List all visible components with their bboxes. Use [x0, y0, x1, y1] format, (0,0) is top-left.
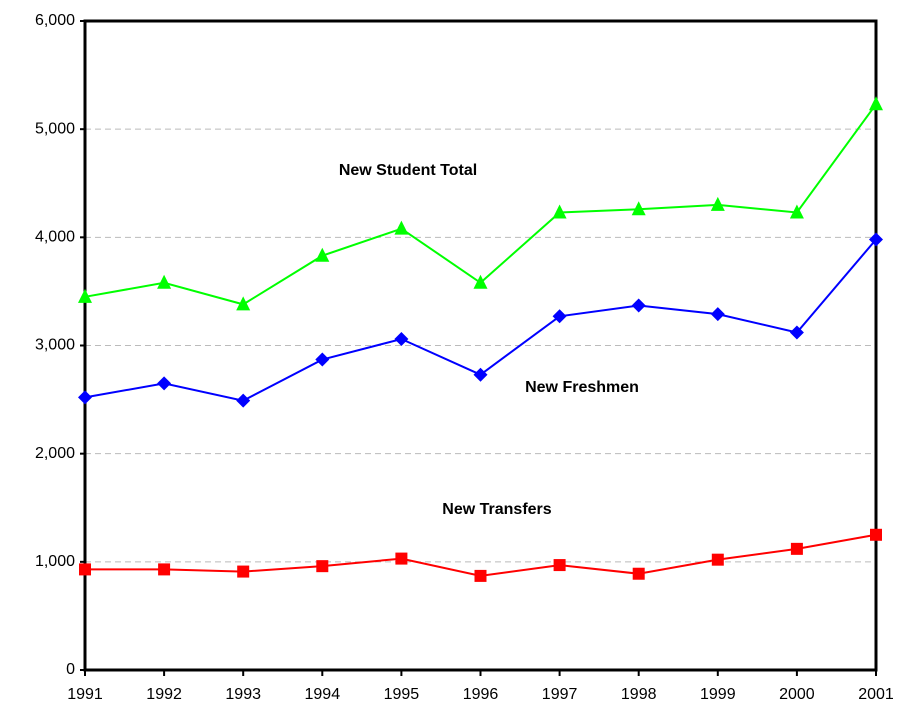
x-tick-label: 2001	[858, 686, 894, 703]
marker	[553, 559, 566, 572]
marker	[631, 201, 646, 216]
marker	[394, 332, 409, 347]
y-tick-label: 3,000	[35, 337, 75, 354]
marker	[869, 96, 883, 111]
marker	[710, 307, 725, 322]
marker	[869, 232, 883, 247]
series-label: New Transfers	[442, 501, 551, 518]
marker	[316, 560, 329, 573]
series-label: New Student Total	[339, 162, 477, 179]
x-tick-label: 1999	[700, 686, 736, 703]
series-line	[84, 103, 877, 306]
marker	[395, 552, 408, 565]
marker	[78, 390, 92, 405]
marker	[315, 352, 330, 367]
marker	[79, 563, 91, 576]
y-tick-label: 1,000	[35, 553, 75, 570]
plot-frame	[83, 19, 878, 672]
x-tick-label: 1993	[225, 686, 261, 703]
marker	[78, 288, 92, 303]
marker	[474, 569, 487, 582]
x-tick-label: 1998	[621, 686, 657, 703]
marker	[394, 220, 409, 235]
x-tick-label: 1996	[463, 686, 499, 703]
marker	[789, 204, 804, 219]
marker	[552, 309, 567, 324]
marker	[790, 542, 803, 555]
marker	[236, 393, 251, 408]
x-tick-label: 2000	[779, 686, 815, 703]
y-tick-label: 0	[66, 661, 75, 678]
y-tick-label: 6,000	[35, 12, 75, 29]
marker	[473, 367, 488, 382]
marker	[315, 247, 330, 262]
marker	[237, 565, 250, 578]
x-tick-label: 1991	[67, 686, 103, 703]
marker	[870, 528, 882, 541]
marker	[157, 274, 172, 289]
marker	[789, 325, 804, 340]
series-line	[85, 533, 877, 577]
series-label: New Freshmen	[525, 379, 639, 396]
x-tick-label: 1997	[542, 686, 578, 703]
y-tick-label: 2,000	[35, 445, 75, 462]
marker	[631, 298, 646, 313]
marker	[710, 196, 725, 211]
x-tick-label: 1992	[146, 686, 182, 703]
marker	[552, 204, 567, 219]
y-tick-label: 4,000	[35, 229, 75, 246]
y-tick-label: 5,000	[35, 120, 75, 137]
x-tick-label: 1994	[305, 686, 341, 703]
marker	[236, 296, 251, 311]
marker	[473, 274, 488, 289]
marker	[158, 563, 171, 576]
marker	[711, 553, 724, 566]
marker	[632, 567, 645, 580]
x-tick-label: 1995	[384, 686, 420, 703]
marker	[157, 376, 172, 391]
